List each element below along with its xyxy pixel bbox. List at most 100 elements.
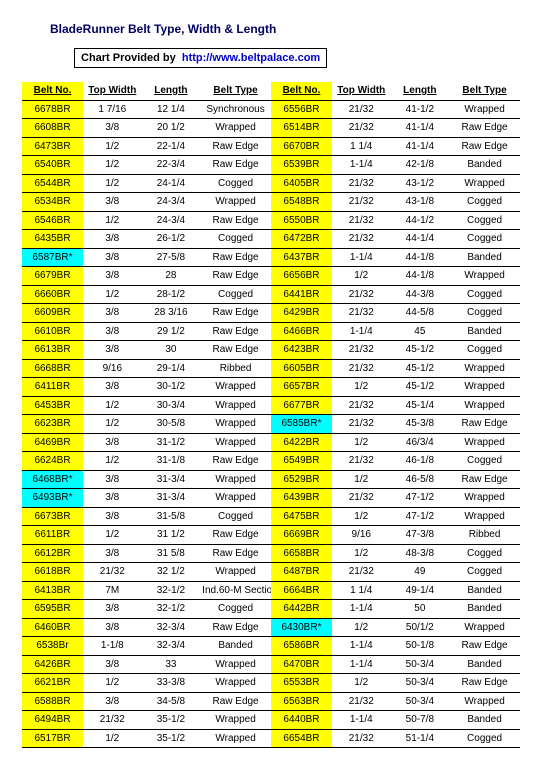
table-cell: 6585BR* xyxy=(271,415,332,434)
table-cell: Wrapped xyxy=(200,470,271,489)
table-row: 6538Br1-1/832-3/4Banded6586BR1-1/450-1/8… xyxy=(22,637,520,656)
table-cell: Cogged xyxy=(449,452,520,471)
table-cell: 24-1/4 xyxy=(142,174,201,193)
table-cell: Raw Edge xyxy=(200,341,271,360)
table-cell: 50-1/8 xyxy=(391,637,450,656)
table-cell: Wrapped xyxy=(200,433,271,452)
table-cell: Raw Edge xyxy=(200,211,271,230)
table-cell: Raw Edge xyxy=(200,692,271,711)
table-cell: Wrapped xyxy=(449,433,520,452)
table-cell: 6544BR xyxy=(22,174,83,193)
table-row: 6668BR9/1629-1/4Ribbed6605BR21/3245-1/2W… xyxy=(22,359,520,378)
table-cell: 33-3/8 xyxy=(142,674,201,693)
table-row: 6595BR3/832-1/2Cogged6442BR1-1/450Banded xyxy=(22,600,520,619)
table-cell: 1-1/4 xyxy=(332,655,391,674)
table-cell: 31-3/4 xyxy=(142,489,201,508)
table-cell: 1-1/4 xyxy=(332,248,391,267)
page-title: BladeRunner Belt Type, Width & Length xyxy=(50,22,520,36)
table-cell: Cogged xyxy=(449,563,520,582)
table-cell: 50-7/8 xyxy=(391,711,450,730)
table-cell: 50/1/2 xyxy=(391,618,450,637)
table-cell: 21/32 xyxy=(332,119,391,138)
chart-provided-url[interactable]: http://www.beltpalace.com xyxy=(182,52,320,64)
table-cell: 45-1/2 xyxy=(391,378,450,397)
table-cell: 6472BR xyxy=(271,230,332,249)
table-cell: 6610BR xyxy=(22,322,83,341)
table-row: 6678BR1 7/1612 1/4Synchronous6556BR21/32… xyxy=(22,100,520,119)
table-cell: 34-5/8 xyxy=(142,692,201,711)
table-cell: 28-1/2 xyxy=(142,285,201,304)
table-row: 6469BR3/831-1/2Wrapped6422BR1/246/3/4Wra… xyxy=(22,433,520,452)
table-cell: Banded xyxy=(449,248,520,267)
table-cell: Cogged xyxy=(449,729,520,748)
table-cell: 21/32 xyxy=(332,193,391,212)
table-cell: 6426BR xyxy=(22,655,83,674)
table-cell: 6605BR xyxy=(271,359,332,378)
table-cell: 30-5/8 xyxy=(142,415,201,434)
table-cell: Raw Edge xyxy=(200,618,271,637)
table-cell: 32-3/4 xyxy=(142,637,201,656)
table-row: 6588BR3/834-5/8Raw Edge6563BR21/3250-3/4… xyxy=(22,692,520,711)
table-cell: Wrapped xyxy=(200,674,271,693)
table-cell: 47-1/2 xyxy=(391,507,450,526)
table-cell: 3/8 xyxy=(83,119,142,138)
table-cell: 6556BR xyxy=(271,100,332,119)
table-row: 6493BR*3/831-3/4Wrapped6439BR21/3247-1/2… xyxy=(22,489,520,508)
table-cell: Banded xyxy=(449,600,520,619)
table-cell: 6440BR xyxy=(271,711,332,730)
table-body: 6678BR1 7/1612 1/4Synchronous6556BR21/32… xyxy=(22,100,520,748)
table-cell: 3/8 xyxy=(83,618,142,637)
table-cell: Raw Edge xyxy=(449,637,520,656)
table-cell: 1/2 xyxy=(332,618,391,637)
table-cell: 21/32 xyxy=(332,100,391,119)
table-cell: 50-3/4 xyxy=(391,692,450,711)
table-cell: 6435BR xyxy=(22,230,83,249)
table-cell: Cogged xyxy=(449,544,520,563)
table-cell: 12 1/4 xyxy=(142,100,201,119)
table-cell: 6550BR xyxy=(271,211,332,230)
table-cell: 31-5/8 xyxy=(142,507,201,526)
table-cell: 49 xyxy=(391,563,450,582)
table-cell: 6664BR xyxy=(271,581,332,600)
table-cell: 21/32 xyxy=(332,729,391,748)
table-cell: 6411BR xyxy=(22,378,83,397)
chart-provided-label: Chart Provided by xyxy=(81,52,176,64)
table-cell: Raw Edge xyxy=(200,267,271,286)
table-cell: 6422BR xyxy=(271,433,332,452)
table-cell: 31-1/2 xyxy=(142,433,201,452)
table-cell: 30-1/2 xyxy=(142,378,201,397)
table-cell: 6608BR xyxy=(22,119,83,138)
table-cell: Wrapped xyxy=(449,174,520,193)
table-cell: Banded xyxy=(449,156,520,175)
table-cell: 3/8 xyxy=(83,248,142,267)
table-row: 6624BR1/231-1/8Raw Edge6549BR21/3246-1/8… xyxy=(22,452,520,471)
table-cell: Cogged xyxy=(449,285,520,304)
table-cell: Wrapped xyxy=(200,378,271,397)
table-row: 6612BR3/831 5/8Raw Edge6658BR1/248-3/8Co… xyxy=(22,544,520,563)
table-cell: 6586BR xyxy=(271,637,332,656)
table-cell: 1-1/4 xyxy=(332,637,391,656)
table-cell: 30-3/4 xyxy=(142,396,201,415)
table-cell: 21/32 xyxy=(332,359,391,378)
table-cell: 1-1/4 xyxy=(332,711,391,730)
table-cell: 6430BR* xyxy=(271,618,332,637)
table-cell: Wrapped xyxy=(200,711,271,730)
table-cell: 32-1/2 xyxy=(142,600,201,619)
table-cell: 47-1/2 xyxy=(391,489,450,508)
table-cell: Wrapped xyxy=(449,267,520,286)
table-row: 6411BR3/830-1/2Wrapped6657BR1/245-1/2Wra… xyxy=(22,378,520,397)
table-cell: Wrapped xyxy=(200,193,271,212)
table-cell: Raw Edge xyxy=(449,470,520,489)
table-cell: 1/2 xyxy=(332,267,391,286)
table-cell: 3/8 xyxy=(83,489,142,508)
table-cell: 27-5/8 xyxy=(142,248,201,267)
table-cell: 21/32 xyxy=(332,452,391,471)
table-row: 6544BR1/224-1/4Cogged6405BR21/3243-1/2Wr… xyxy=(22,174,520,193)
table-cell: Cogged xyxy=(449,211,520,230)
table-cell: 6587BR* xyxy=(22,248,83,267)
table-row: 6534BR3/824-3/4Wrapped6548BR21/3243-1/8C… xyxy=(22,193,520,212)
table-cell: 3/8 xyxy=(83,230,142,249)
table-cell: 6677BR xyxy=(271,396,332,415)
col-header: Belt No. xyxy=(271,82,332,100)
table-cell: 41-1/4 xyxy=(391,119,450,138)
